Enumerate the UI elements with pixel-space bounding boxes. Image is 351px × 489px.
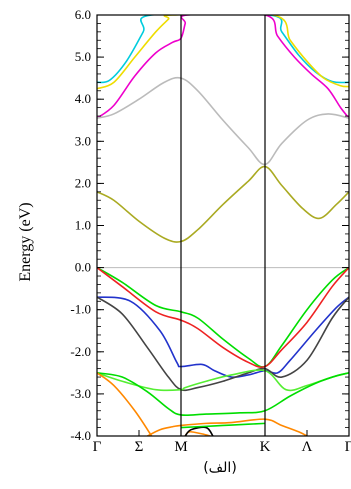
y-axis-ticks: -4.0 -3.0 -2.0 -1.0 0.0 1.0 2.0 3.0 4.0 5.0 6.0 (70, 7, 350, 443)
kpoint-label: Λ (302, 439, 313, 455)
band-line-9 (97, 296, 349, 392)
y-tick-label: 1.0 (75, 218, 91, 233)
kpoint-label: Γ (345, 439, 351, 455)
y-tick-label: 3.0 (75, 133, 91, 148)
band-line-7 (97, 266, 349, 369)
kpoint-label: Γ (93, 439, 102, 455)
band-line-15 (184, 426, 214, 436)
kpoint-label: Σ (135, 439, 144, 455)
band-line-4 (97, 76, 349, 166)
y-axis-title: Energy (eV) (17, 202, 34, 281)
band-lines (97, 15, 349, 436)
y-tick-label: -1.0 (70, 302, 91, 317)
band-line-12 (147, 418, 308, 436)
y-tick-label: 4.0 (75, 91, 91, 106)
kpoint-label: M (174, 439, 187, 455)
y-tick-label: 6.0 (75, 7, 91, 22)
y-tick-label: 5.0 (75, 49, 91, 64)
y-tick-label: 0.0 (75, 260, 91, 275)
band-line-1 (97, 15, 349, 84)
y-tick-label: -4.0 (70, 428, 91, 443)
band-line-11 (97, 372, 349, 417)
band-line-13 (97, 372, 153, 436)
plot-frame (96, 14, 350, 437)
band-line-3 (97, 15, 349, 119)
band-line-6 (97, 266, 349, 368)
y-tick-label: -2.0 (70, 344, 91, 359)
band-line-5 (97, 165, 349, 243)
band-line-14 (184, 430, 211, 436)
band-line-16 (180, 422, 266, 429)
y-tick-label: 2.0 (75, 175, 91, 190)
band-line-10 (97, 369, 349, 392)
band-line-2 (97, 15, 349, 90)
kpoint-label: K (260, 439, 271, 455)
figure-caption: (الف) (203, 460, 237, 476)
band-line-8 (97, 296, 349, 379)
y-tick-label: -3.0 (70, 386, 91, 401)
axes (96, 14, 350, 437)
